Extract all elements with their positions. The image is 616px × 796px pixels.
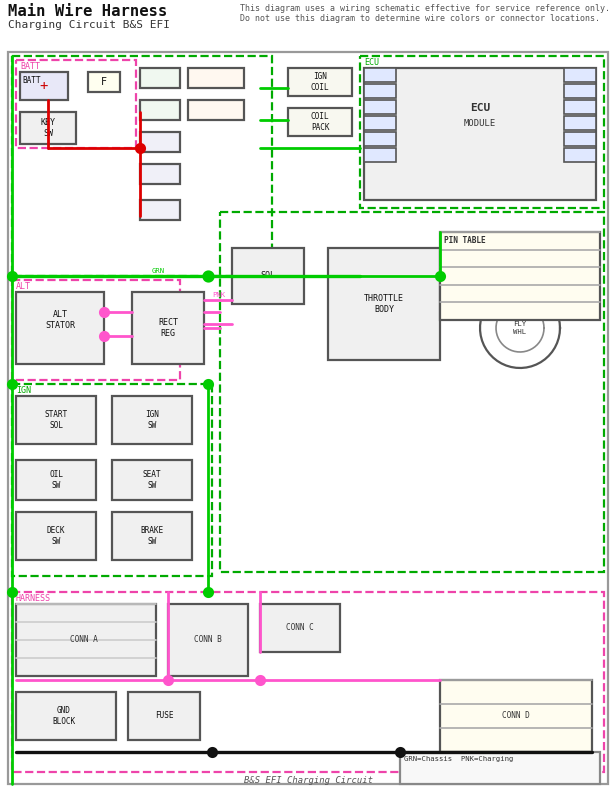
Bar	[12, 56, 272, 276]
Text: PIN TABLE: PIN TABLE	[444, 236, 485, 245]
Text: CONN C: CONN C	[286, 623, 314, 633]
Text: SEAT
SW: SEAT SW	[143, 470, 161, 490]
Bar	[364, 116, 396, 130]
Bar	[400, 752, 600, 784]
Text: GRN=Chassis  PNK=Charging: GRN=Chassis PNK=Charging	[404, 756, 513, 762]
Text: ECU: ECU	[470, 103, 490, 113]
Bar	[16, 604, 156, 676]
Text: HARNESS: HARNESS	[16, 594, 51, 603]
Text: CONN D: CONN D	[502, 712, 530, 720]
Bar	[20, 112, 76, 144]
Bar	[16, 292, 104, 364]
Bar	[12, 384, 212, 576]
Bar	[12, 280, 180, 380]
Text: Charging Circuit B&S EFI: Charging Circuit B&S EFI	[8, 20, 170, 30]
Bar	[440, 680, 592, 752]
Text: THROTTLE
BODY: THROTTLE BODY	[364, 295, 404, 314]
Bar	[16, 60, 136, 148]
Text: Do not use this diagram to determine wire colors or connector locations.: Do not use this diagram to determine wir…	[240, 14, 600, 23]
Text: GRN: GRN	[152, 268, 165, 274]
Bar	[112, 396, 192, 444]
Text: BATT: BATT	[22, 76, 41, 85]
Text: GND
BLOCK: GND BLOCK	[52, 706, 76, 726]
Bar	[364, 68, 396, 82]
Text: BRAKE
SW: BRAKE SW	[140, 526, 164, 546]
Text: IGN: IGN	[16, 386, 31, 395]
Bar	[112, 512, 192, 560]
Text: CONN A: CONN A	[70, 635, 98, 645]
Bar	[564, 116, 596, 130]
Bar	[260, 604, 340, 652]
Bar	[16, 396, 96, 444]
Bar	[168, 604, 248, 676]
Bar	[564, 148, 596, 162]
Text: BATT: BATT	[20, 62, 40, 71]
Text: KEY
SW: KEY SW	[41, 119, 55, 138]
Bar	[16, 460, 96, 500]
Bar	[140, 200, 180, 220]
Text: This diagram uses a wiring schematic effective for service reference only.: This diagram uses a wiring schematic eff…	[240, 4, 610, 13]
Text: DECK
SW: DECK SW	[47, 526, 65, 546]
Bar	[140, 68, 180, 88]
Bar	[360, 56, 604, 208]
Bar	[188, 68, 244, 88]
Bar	[132, 292, 204, 364]
Bar	[188, 100, 244, 120]
Bar	[564, 132, 596, 146]
Bar	[364, 68, 596, 200]
Bar	[140, 132, 180, 152]
Text: COIL
PACK: COIL PACK	[310, 112, 329, 131]
Bar	[16, 512, 96, 560]
Text: MODULE: MODULE	[464, 119, 496, 128]
Bar	[88, 72, 120, 92]
Bar	[288, 108, 352, 136]
Bar	[564, 100, 596, 114]
Bar	[140, 100, 180, 120]
Text: FUSE: FUSE	[155, 712, 173, 720]
Bar	[564, 68, 596, 82]
Text: CONN B: CONN B	[194, 635, 222, 645]
Bar	[220, 212, 604, 572]
Text: IGN
SW: IGN SW	[145, 410, 159, 430]
Text: B&S EFI Charging Circuit: B&S EFI Charging Circuit	[243, 776, 373, 785]
Bar	[20, 72, 68, 100]
Text: FLY
WHL: FLY WHL	[514, 322, 527, 334]
Bar	[140, 164, 180, 184]
Text: OIL
SW: OIL SW	[49, 470, 63, 490]
Bar	[12, 592, 604, 772]
Text: F: F	[101, 77, 107, 87]
Bar	[364, 148, 396, 162]
Bar	[16, 692, 116, 740]
Text: +: +	[40, 79, 48, 93]
Bar	[564, 84, 596, 98]
Text: ALT: ALT	[16, 282, 31, 291]
Text: ECU: ECU	[364, 58, 379, 67]
Text: START
SOL: START SOL	[44, 410, 68, 430]
Text: IGN
COIL: IGN COIL	[310, 72, 329, 92]
Bar	[328, 248, 440, 360]
Bar	[112, 460, 192, 500]
Text: RECT
REG: RECT REG	[158, 318, 178, 338]
Bar	[128, 692, 200, 740]
Bar	[288, 68, 352, 96]
Text: SOL: SOL	[261, 271, 275, 280]
Text: ALT
STATOR: ALT STATOR	[45, 310, 75, 330]
Bar	[440, 232, 600, 320]
Bar	[232, 248, 304, 304]
Bar	[364, 100, 396, 114]
Bar	[364, 132, 396, 146]
Text: Main Wire Harness: Main Wire Harness	[8, 4, 168, 19]
Text: PNK: PNK	[212, 292, 225, 298]
Bar	[364, 84, 396, 98]
